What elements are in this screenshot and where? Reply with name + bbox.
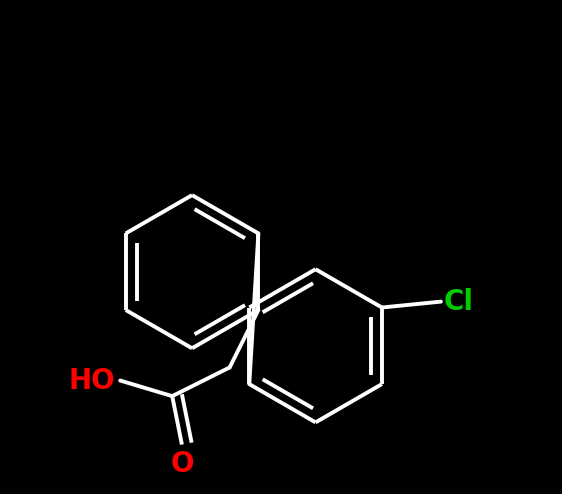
Text: Cl: Cl bbox=[443, 288, 473, 316]
Text: HO: HO bbox=[69, 367, 115, 395]
Text: O: O bbox=[170, 450, 194, 478]
